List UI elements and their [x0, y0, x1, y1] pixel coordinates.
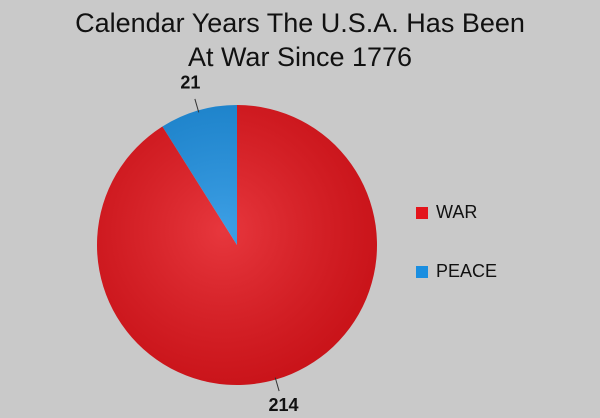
legend-label: WAR: [436, 202, 477, 222]
chart-title: Calendar Years The U.S.A. Has Been At Wa…: [75, 8, 525, 72]
legend-swatch: [416, 207, 428, 219]
legend-swatch: [416, 266, 428, 278]
data-label: 214: [269, 395, 299, 415]
leader-line: [194, 98, 200, 113]
data-label: 21: [180, 72, 200, 92]
leader-line: [274, 377, 280, 392]
legend-label: PEACE: [436, 261, 497, 281]
